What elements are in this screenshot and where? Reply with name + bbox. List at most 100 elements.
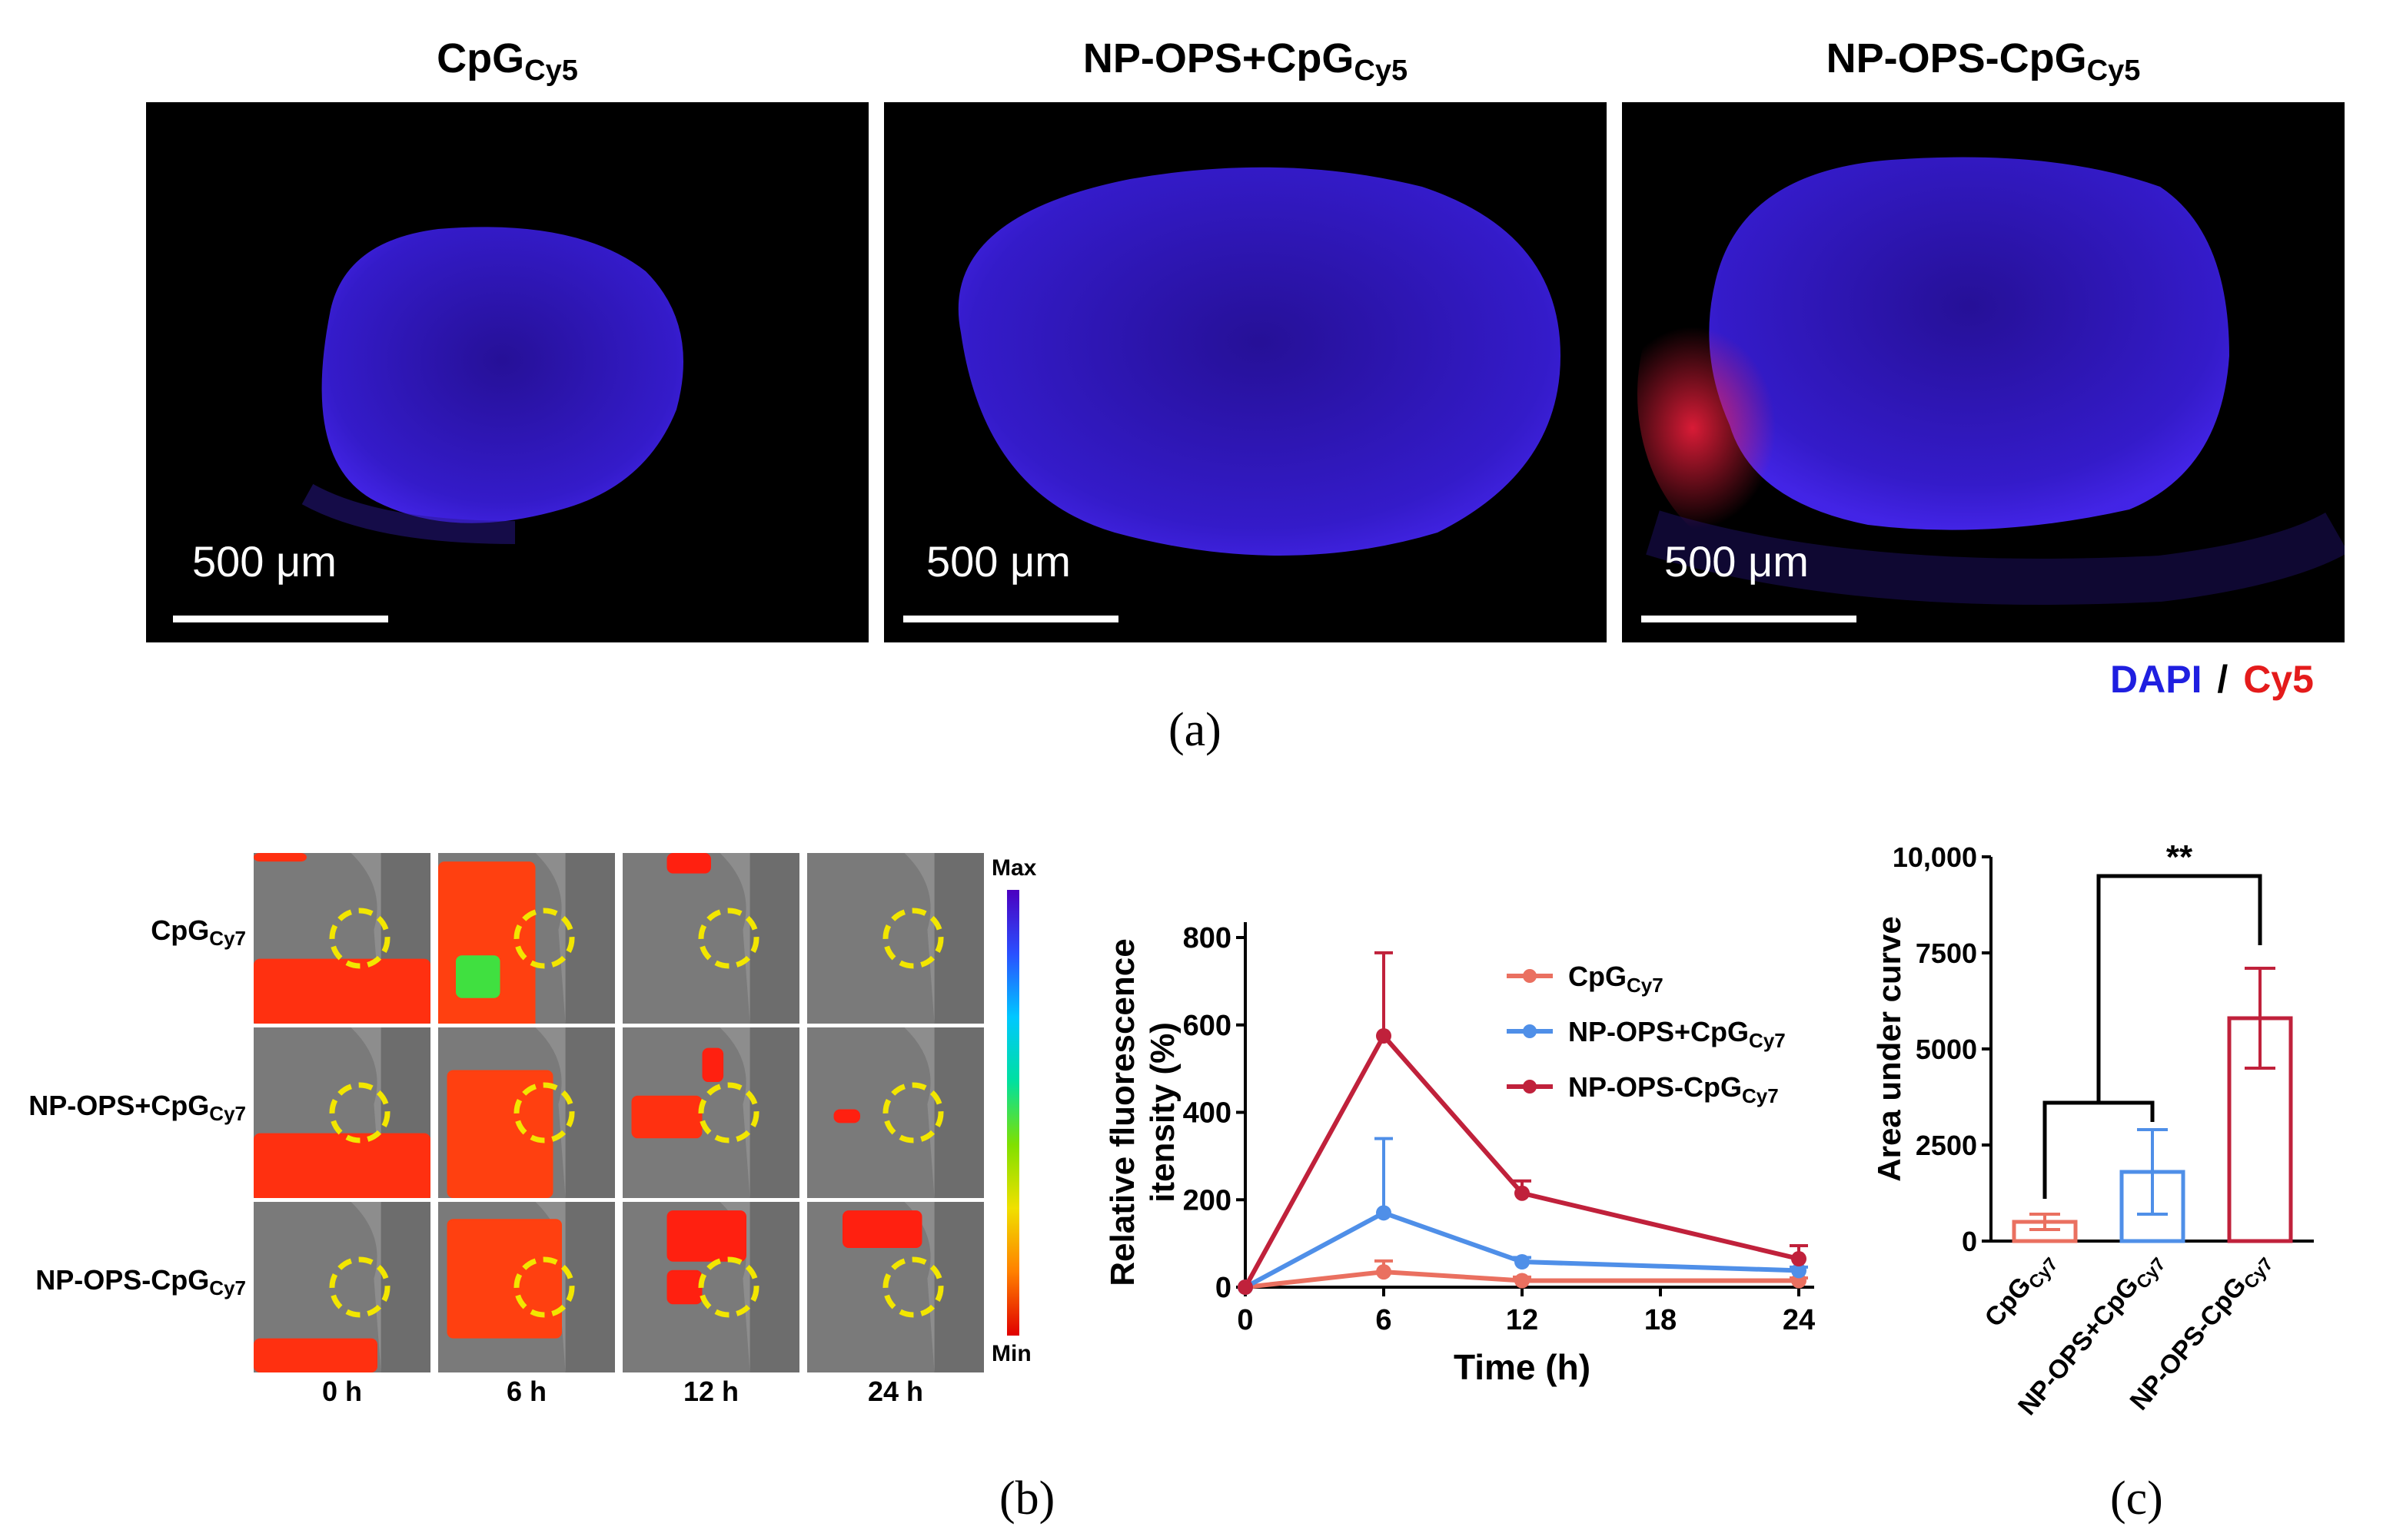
- data-point: [1514, 1185, 1530, 1201]
- series-line-1: [1245, 1270, 1799, 1289]
- colorbar: [1007, 890, 1019, 1336]
- tumor-roi-circle: [329, 908, 391, 969]
- signal-blob: [666, 1270, 703, 1305]
- signal-blob: [666, 853, 711, 874]
- tumor-roi-circle: [882, 1082, 944, 1143]
- panel-a-title-3: NP-OPS-CpGCy5: [1826, 35, 2141, 87]
- row-label-np-ops-plus-cpg-cy7: NP-OPS+CpGCy7: [28, 1090, 246, 1125]
- signal-blob: [254, 853, 307, 862]
- legend-label-2: NP-OPS+CpGCy7: [1568, 1016, 1786, 1052]
- ivis-image-grid: [254, 853, 984, 1372]
- scale-label-1: 500 μm: [192, 537, 337, 586]
- series-line-2: [1244, 1210, 1800, 1289]
- bar-y-tick-label: 10,000: [1893, 841, 1977, 873]
- caption-b: (b): [999, 1472, 1055, 1525]
- legend-separator: /: [2217, 658, 2228, 701]
- legend-cy5: Cy5: [2243, 658, 2314, 701]
- x-tick-label: 0: [1237, 1304, 1253, 1336]
- bar-y-axis-label: Area under curve: [1871, 916, 1907, 1181]
- signal-blob: [447, 1070, 553, 1198]
- y-tick-label: 800: [1183, 922, 1231, 954]
- ivis-image-r3-c4: [807, 1202, 984, 1372]
- col-label-24h: 24 h: [867, 1376, 924, 1407]
- micrograph-np-ops-cpg-cy5: 500 μm: [1622, 102, 2345, 642]
- micrograph-np-ops-plus-cpg-cy5: 500 μm: [884, 102, 1607, 642]
- signal-blob: [843, 1210, 922, 1248]
- tumor-roi-circle: [329, 1256, 391, 1318]
- caption-c: (c): [2110, 1472, 2163, 1525]
- x-tick-label: 6: [1375, 1304, 1391, 1336]
- signal-blob: [254, 1338, 377, 1372]
- panel-a-title-1: CpGCy5: [437, 35, 578, 87]
- col-label-6h: 6 h: [506, 1376, 547, 1407]
- scale-label-2: 500 μm: [926, 537, 1071, 586]
- legend-dapi: DAPI: [2110, 658, 2202, 701]
- scale-bar-1: [173, 616, 388, 622]
- ivis-image-r1-c1: [254, 853, 430, 1024]
- bar-y-tick-label: 2500: [1916, 1130, 1977, 1161]
- tumor-roi-circle: [698, 1256, 759, 1318]
- signal-blob: [702, 1047, 724, 1083]
- ivis-image-r2-c3: [623, 1027, 799, 1198]
- tumor-roi-circle: [882, 908, 944, 969]
- signal-blob: [666, 1210, 746, 1262]
- data-point: [1791, 1251, 1806, 1267]
- ivis-image-r1-c4: [807, 853, 984, 1024]
- data-point: [1376, 1027, 1391, 1044]
- signal-blob: [631, 1095, 703, 1139]
- tumor-roi-circle: [698, 1082, 759, 1143]
- scale-bar-3: [1641, 616, 1856, 622]
- legend-label-1: CpGCy7: [1568, 961, 1663, 997]
- bracket-upper: [2096, 874, 2262, 1103]
- data-point: [1514, 1273, 1530, 1289]
- scale-label-3: 500 μm: [1664, 537, 1809, 586]
- tissue-section-2: [958, 167, 1560, 556]
- signal-blob: [833, 1109, 860, 1123]
- panel-a-title-2: NP-OPS+CpGCy5: [1082, 35, 1408, 87]
- tissue-section-1: [301, 227, 683, 544]
- tumor-roi-circle: [513, 1256, 575, 1318]
- col-label-12h: 12 h: [683, 1376, 740, 1407]
- series-line-3: [1243, 1031, 1800, 1289]
- x-tick-label: 24: [1783, 1304, 1815, 1336]
- significance-stars: **: [2166, 838, 2193, 876]
- signal-blob: [447, 1219, 562, 1339]
- y-tick-label: 600: [1183, 1010, 1231, 1042]
- stain-legend: DAPI / Cy5: [2110, 657, 2314, 702]
- signal-blob: [254, 958, 430, 1024]
- bar-y-tick-label: 5000: [1916, 1034, 1977, 1065]
- data-point: [1791, 1263, 1806, 1279]
- tumor-roi-circle: [698, 908, 759, 969]
- ivis-image-r3-c1: [254, 1202, 430, 1372]
- tissue-section-3: [1637, 157, 2345, 605]
- ivis-image-r3-c2: [438, 1202, 615, 1372]
- col-label-0h: 0 h: [321, 1376, 362, 1407]
- scale-bar-2: [903, 616, 1118, 622]
- bracket-lower: [2042, 1100, 2155, 1199]
- ivis-image-r3-c3: [623, 1202, 799, 1372]
- legend-marker: [1523, 1080, 1537, 1094]
- bar-category-label-1: CpGCy7: [1979, 1246, 2062, 1336]
- data-point: [1238, 1279, 1253, 1295]
- y-axis-label: Relative fluorescenceitensity (%): [1104, 938, 1182, 1286]
- legend-marker: [1523, 969, 1537, 983]
- colorbar-min-label: Min: [992, 1341, 1032, 1366]
- legend-label-3: NP-OPS-CpGCy7: [1568, 1071, 1779, 1107]
- data-point: [1376, 1264, 1391, 1280]
- ivis-image-r1-c2: [438, 853, 615, 1024]
- y-tick-label: 0: [1215, 1272, 1231, 1304]
- bar-chart: 0 2500 5000 7500 10,000 Area under curve CpGCy…: [1871, 838, 2314, 1421]
- tumor-roi-circle: [329, 1082, 391, 1143]
- colorbar-max-label: Max: [992, 855, 1037, 881]
- caption-a: (a): [1168, 704, 1221, 756]
- y-tick-label: 200: [1183, 1184, 1231, 1216]
- ivis-image-r2-c4: [807, 1027, 984, 1198]
- ivis-image-r1-c3: [623, 853, 799, 1024]
- x-tick-label: 18: [1644, 1304, 1677, 1336]
- signal-blob: [456, 955, 500, 998]
- bar-y-tick-label: 7500: [1916, 938, 1977, 969]
- y-tick-label: 400: [1183, 1097, 1231, 1130]
- micrograph-cpg-cy5: 500 μm: [146, 102, 869, 642]
- bar-y-tick-label: 0: [1962, 1226, 1977, 1257]
- signal-blob: [438, 861, 536, 1024]
